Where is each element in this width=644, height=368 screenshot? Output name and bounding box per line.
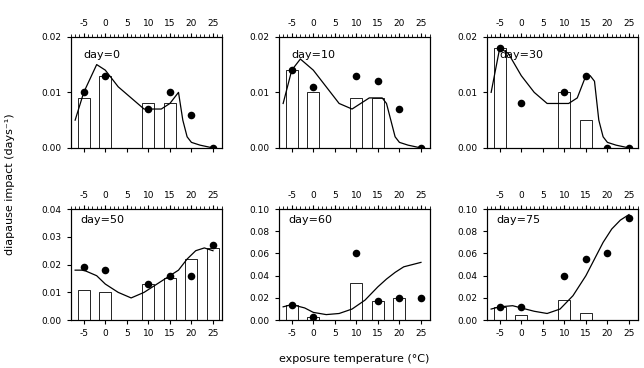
Point xyxy=(373,298,383,304)
Bar xyxy=(558,300,571,320)
Bar xyxy=(99,76,111,148)
Bar xyxy=(78,98,90,148)
Point xyxy=(394,295,404,301)
Bar xyxy=(393,298,406,320)
Point xyxy=(416,145,426,151)
Bar xyxy=(164,103,176,148)
Point xyxy=(602,145,612,151)
Point xyxy=(624,145,634,151)
Point xyxy=(186,112,196,117)
Bar xyxy=(580,120,592,148)
Bar xyxy=(307,317,319,320)
Bar xyxy=(350,98,363,148)
Point xyxy=(495,304,505,310)
Text: exposure temperature (°C): exposure temperature (°C) xyxy=(279,354,430,364)
Text: day=75: day=75 xyxy=(496,215,540,224)
Point xyxy=(143,106,153,112)
Bar xyxy=(142,284,155,320)
Point xyxy=(351,251,361,256)
Bar xyxy=(372,98,384,148)
Bar xyxy=(307,92,319,148)
Point xyxy=(79,265,89,270)
Bar xyxy=(164,279,176,320)
Point xyxy=(208,145,218,151)
Point xyxy=(287,67,297,73)
Point xyxy=(394,106,404,112)
Bar xyxy=(185,259,198,320)
Point xyxy=(100,267,110,273)
Point xyxy=(416,295,426,301)
Text: day=50: day=50 xyxy=(80,215,124,224)
Point xyxy=(559,89,569,95)
Point xyxy=(287,302,297,308)
Point xyxy=(516,100,526,106)
Bar xyxy=(494,48,506,148)
Text: day=0: day=0 xyxy=(83,50,120,60)
Bar xyxy=(580,314,592,320)
Text: day=10: day=10 xyxy=(291,50,335,60)
Bar xyxy=(350,283,363,320)
Text: diapause impact (days⁻¹): diapause impact (days⁻¹) xyxy=(5,113,15,255)
Text: day=30: day=30 xyxy=(499,50,543,60)
Bar xyxy=(207,248,219,320)
Point xyxy=(79,89,89,95)
Point xyxy=(581,73,591,79)
Bar xyxy=(142,103,155,148)
Bar xyxy=(286,305,298,320)
Bar xyxy=(515,315,527,320)
Point xyxy=(208,242,218,248)
Bar xyxy=(494,307,506,320)
Point xyxy=(308,314,318,320)
Bar xyxy=(99,293,111,320)
Point xyxy=(308,84,318,90)
Point xyxy=(351,73,361,79)
Point xyxy=(143,281,153,287)
Text: day=60: day=60 xyxy=(288,215,332,224)
Point xyxy=(559,273,569,279)
Point xyxy=(373,78,383,84)
Point xyxy=(624,215,634,221)
Point xyxy=(602,251,612,256)
Bar xyxy=(558,92,571,148)
Point xyxy=(165,273,175,279)
Bar xyxy=(286,70,298,148)
Point xyxy=(516,304,526,310)
Point xyxy=(165,89,175,95)
Point xyxy=(581,256,591,262)
Bar xyxy=(372,301,384,320)
Bar xyxy=(78,290,90,320)
Point xyxy=(495,45,505,51)
Point xyxy=(186,273,196,279)
Point xyxy=(100,73,110,79)
